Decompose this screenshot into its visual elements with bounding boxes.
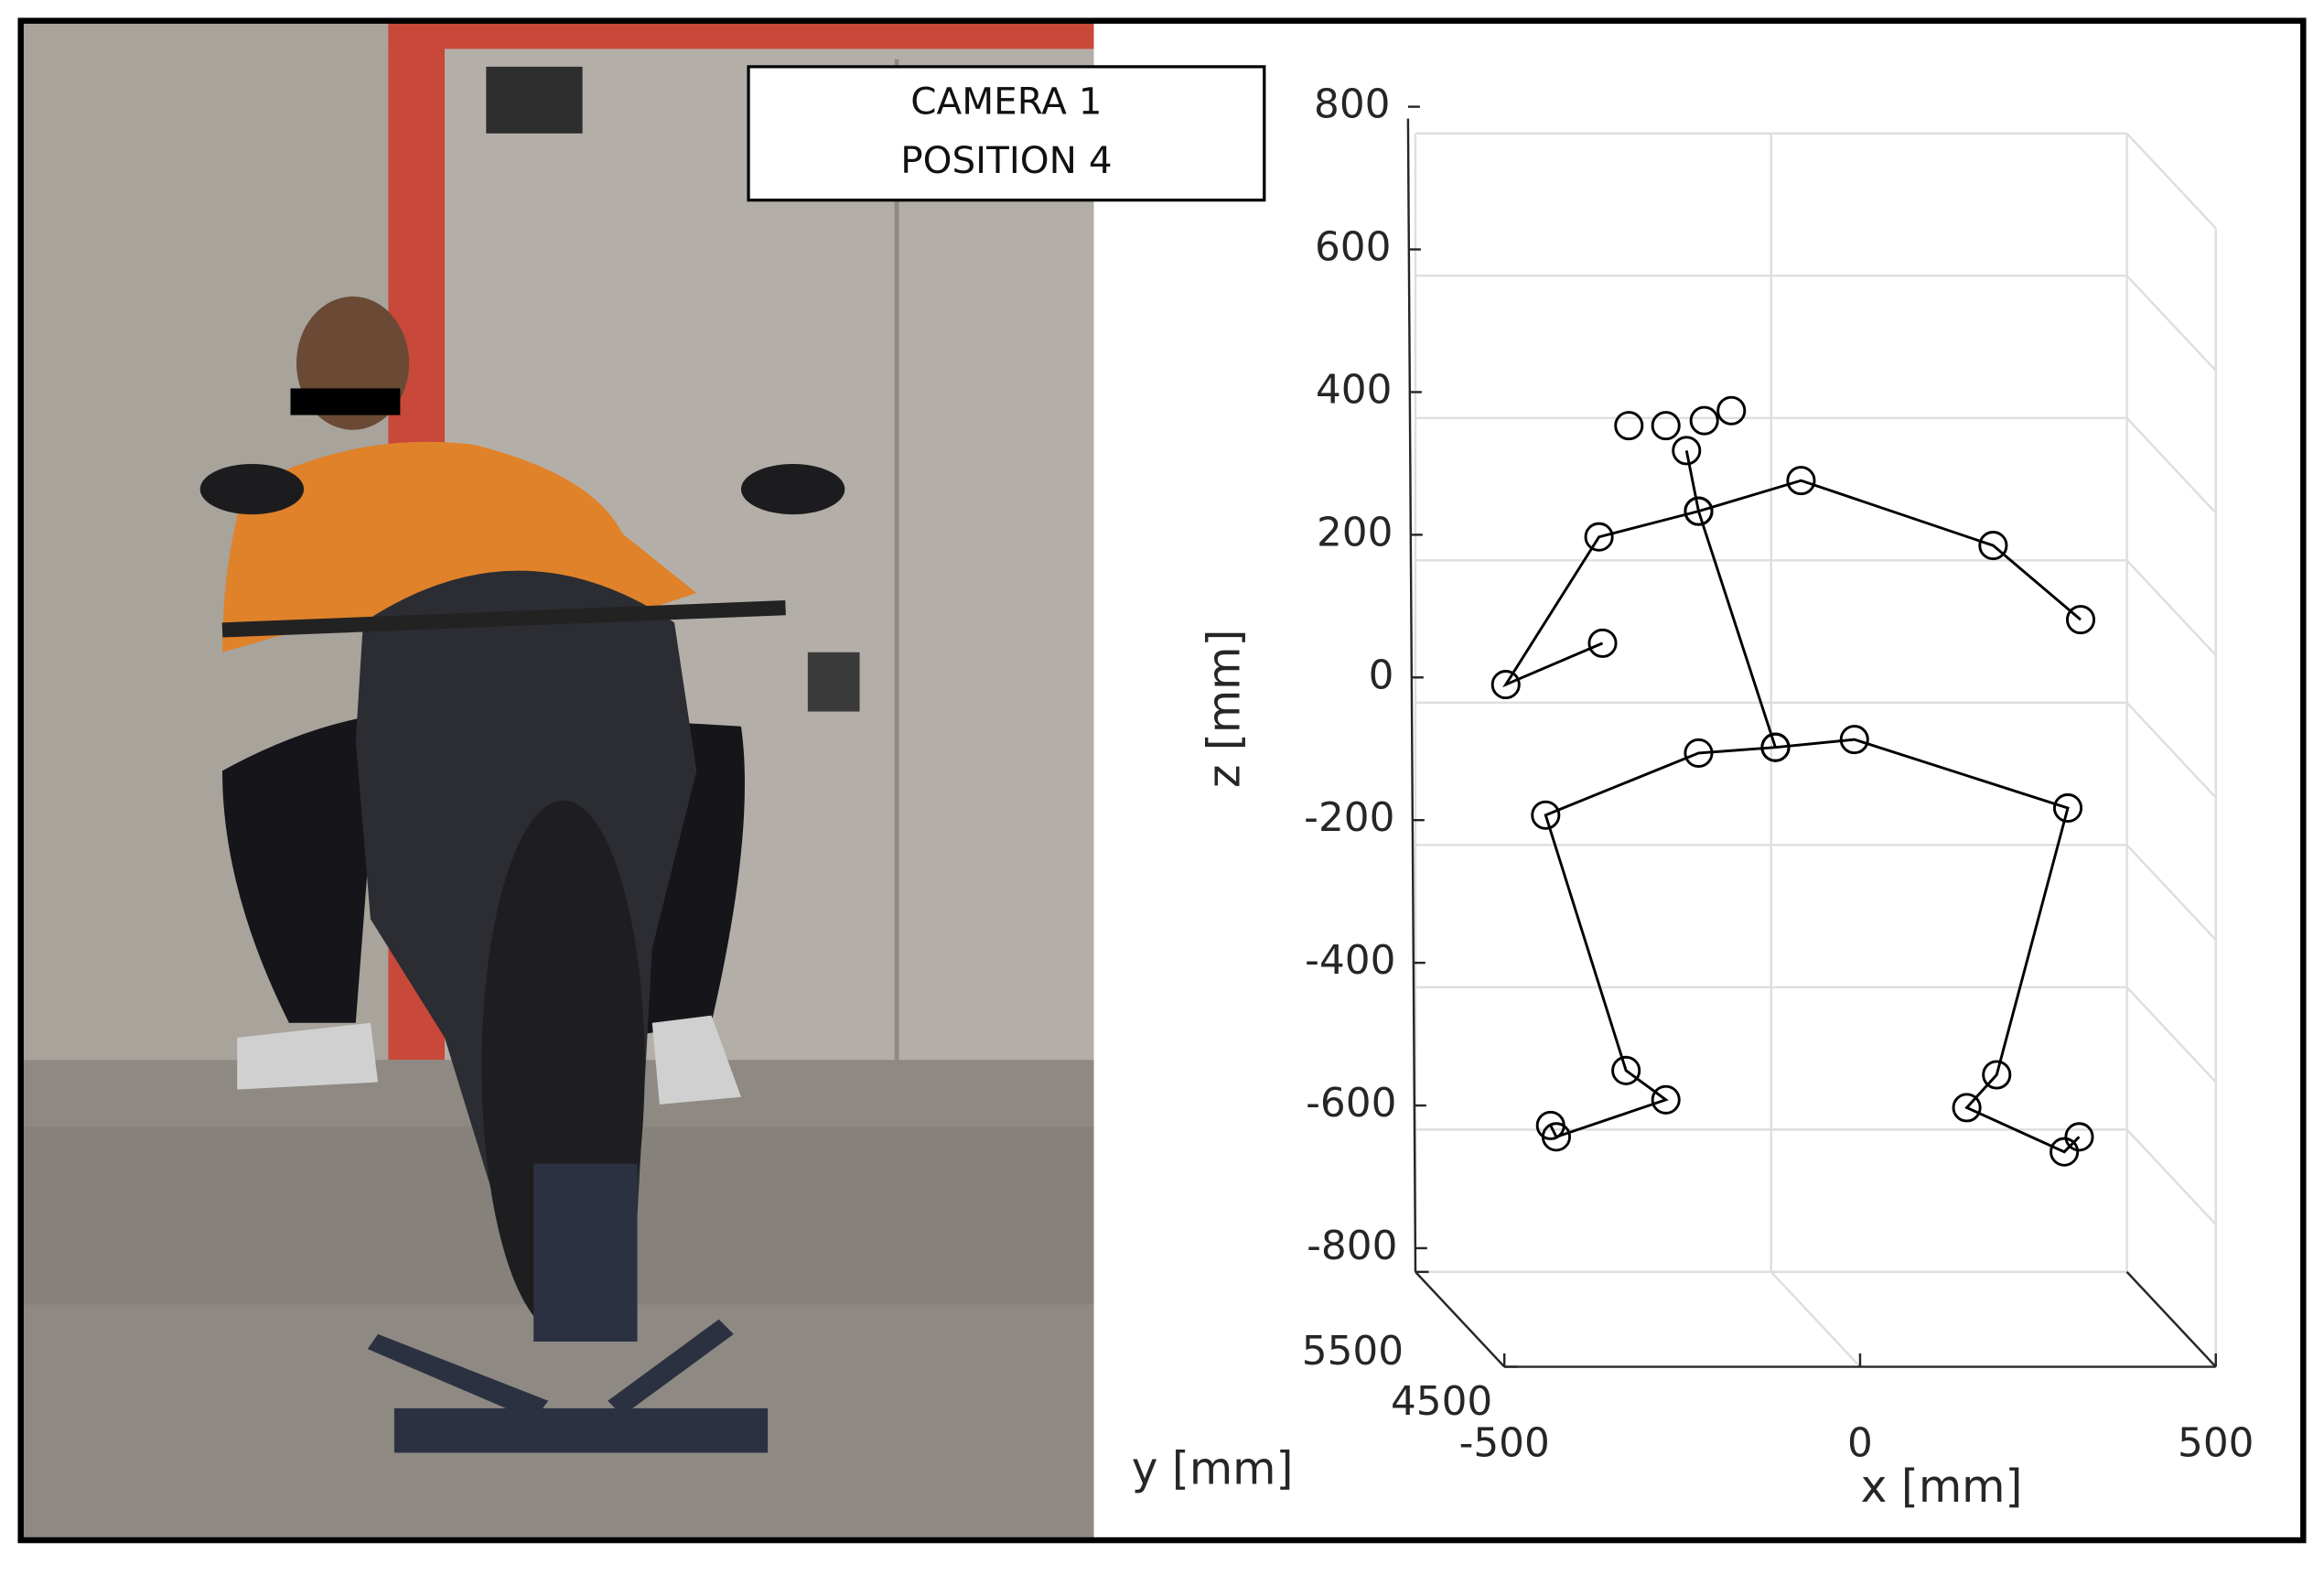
bone-line bbox=[1698, 479, 2082, 621]
y-tick-label: 4500 bbox=[1391, 1378, 1492, 1425]
bone-line bbox=[1775, 738, 2081, 1154]
joint-marker bbox=[1672, 436, 1702, 466]
joint-marker bbox=[1716, 395, 1747, 426]
photo bbox=[22, 22, 1094, 1539]
grid-line bbox=[2125, 132, 2217, 230]
grid-line bbox=[2125, 1128, 2217, 1225]
x-axis-side bbox=[2125, 1271, 2217, 1368]
grid-line bbox=[2125, 275, 2217, 372]
label-line: POSITION 4 bbox=[900, 138, 1112, 182]
joint-marker bbox=[1490, 670, 1521, 700]
joint-marker bbox=[1684, 496, 1714, 526]
joint-marker bbox=[1651, 1084, 1681, 1115]
grid-line bbox=[2125, 986, 2217, 1083]
joint-marker bbox=[1614, 411, 1644, 441]
joint-marker bbox=[2065, 605, 2096, 635]
z-tick-label: 600 bbox=[1315, 224, 1391, 271]
bone-line bbox=[1502, 510, 1699, 688]
z-tick-label: 400 bbox=[1316, 366, 1392, 413]
label-box bbox=[747, 65, 1266, 202]
joint-marker bbox=[2050, 1137, 2080, 1167]
joint-marker bbox=[1982, 1060, 2012, 1090]
y-tick-label: 5500 bbox=[1302, 1328, 1404, 1375]
joint-marker bbox=[2064, 1122, 2094, 1152]
grid-line bbox=[2125, 701, 2217, 799]
x-axis-label: x [mm] bbox=[1861, 1461, 2023, 1513]
grid-line bbox=[1770, 1271, 1861, 1368]
x-tick-label: 500 bbox=[2178, 1419, 2254, 1466]
joint-marker bbox=[1611, 1055, 1641, 1085]
label-line: CAMERA 1 bbox=[910, 79, 1102, 123]
z-tick-label: -200 bbox=[1304, 794, 1394, 841]
joint-marker bbox=[1531, 800, 1561, 830]
joint-marker bbox=[1978, 531, 2008, 561]
x-tick-label: -500 bbox=[1459, 1419, 1550, 1466]
z-tick-label: 0 bbox=[1369, 652, 1394, 698]
joint-marker bbox=[1839, 725, 1869, 755]
joint-marker bbox=[2052, 792, 2083, 823]
joint-marker bbox=[1689, 405, 1719, 436]
frame bbox=[17, 17, 2307, 1544]
y-axis-label: y [mm] bbox=[1132, 1444, 1294, 1495]
z-tick-label: 200 bbox=[1317, 509, 1393, 555]
z-tick-label: 800 bbox=[1314, 81, 1390, 128]
joint-marker bbox=[1952, 1093, 1982, 1123]
x-tick-label: 0 bbox=[1847, 1419, 1873, 1466]
joint-marker bbox=[1786, 466, 1816, 496]
z-axis-label: z [mm] bbox=[1199, 630, 1250, 789]
z-tick-label: -800 bbox=[1307, 1223, 1397, 1269]
y-axis bbox=[1415, 1271, 1506, 1368]
joint-marker bbox=[1587, 628, 1618, 658]
z-tick-label: -400 bbox=[1305, 937, 1395, 984]
grid-line bbox=[2125, 559, 2217, 656]
joint-marker bbox=[1760, 732, 1791, 762]
joint-marker bbox=[1684, 738, 1714, 768]
joint-marker bbox=[1535, 1110, 1565, 1140]
joint-marker bbox=[1584, 522, 1614, 552]
joint-marker bbox=[1651, 411, 1681, 441]
grid-line bbox=[2125, 844, 2217, 941]
z-axis bbox=[1406, 118, 1417, 1272]
plot: -800 -600 -400 -200 0 200 400 600 800 -500 0 500 450… bbox=[1302, 81, 2254, 1467]
grid-line bbox=[2125, 416, 2217, 514]
z-tick-label: -600 bbox=[1306, 1080, 1396, 1127]
